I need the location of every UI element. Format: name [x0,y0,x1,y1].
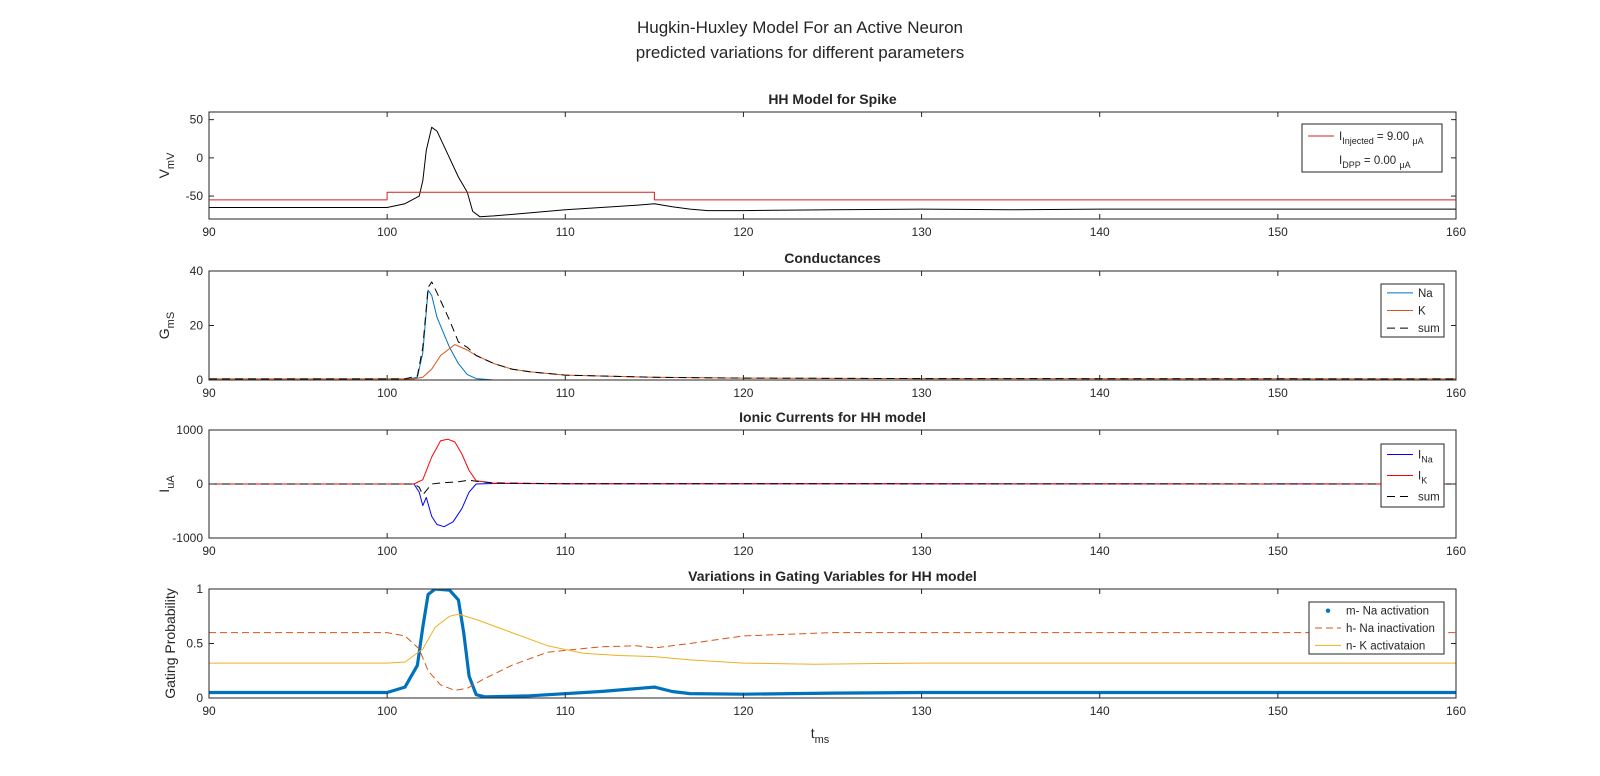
x-tick-label: 160 [1446,225,1466,239]
x-tick-label: 110 [556,544,575,558]
y-tick-label: -1000 [172,531,203,545]
legend-label-1: IK [1418,471,1427,486]
x-tick-label: 150 [1268,386,1288,400]
x-tick-label: 160 [1446,544,1466,558]
figure-title-line2: predicted variations for different param… [636,43,965,62]
axes-box [208,270,1457,381]
subplot-1: 90 100 110 120 130 140 150 160 -50 0 50 HH Model fo… [156,91,1466,239]
y-tick-label: 50 [190,113,204,127]
x-tick-label: 90 [202,544,216,558]
y-tick-label: 40 [190,264,204,278]
x-tick-label: 130 [912,544,932,558]
y-axis-label: IuA [156,475,177,493]
y-axis-label: Gating Probability [162,588,178,699]
series-line-ina [209,483,1456,528]
x-tick-label: 150 [1268,704,1288,718]
series-line-sum [209,281,1456,380]
x-tick-label: 90 [202,225,216,239]
y-tick-label: 0 [196,477,203,491]
figure-title-line1: Hugkin-Huxley Model For an Active Neuron [637,18,963,37]
series-line-n [209,613,1456,665]
legend-label-0: m- Na activation [1346,606,1429,618]
legend-label-2: sum [1418,323,1440,335]
x-tick-label: 110 [556,386,575,400]
x-tick-label: 120 [733,225,753,239]
x-tick-label: 110 [556,704,575,718]
x-tick-label: 150 [1268,225,1288,239]
y-tick-label: 0 [196,373,203,387]
series-line-k [209,344,1456,380]
series-line-h [209,632,1456,691]
y-tick-label: -50 [186,189,204,203]
y-axis-label: GmS [156,312,177,339]
x-tick-label: 90 [202,386,216,400]
x-tick-label: 140 [1090,704,1110,718]
legend-marker-0 [1325,608,1331,613]
axes-box [208,111,1457,220]
legend-label-1: IDPP = 0.00 μA [1339,155,1411,170]
x-tick-label: 90 [202,704,216,718]
x-tick-label: 100 [377,225,397,239]
subplot-title: Variations in Gating Variables for HH mo… [688,568,977,584]
x-tick-label: 150 [1268,544,1288,558]
legend-label-1: h- Na inactivation [1346,623,1435,635]
subplot-title: HH Model for Spike [768,91,897,107]
x-tick-label: 120 [733,704,753,718]
series-line-na [209,289,1456,380]
legend: INa IK sum [1380,443,1445,508]
series-line-ik [209,438,1456,485]
x-axis-label: tms [811,725,830,746]
series-group [209,281,1456,380]
x-tick-label: 140 [1090,544,1110,558]
y-tick-label: 20 [190,319,204,333]
x-tick-label: 120 [733,386,753,400]
series-group [209,589,1456,698]
y-axis-label: VmV [156,152,177,179]
x-tick-label: 130 [912,225,932,239]
x-tick-label: 100 [377,704,397,718]
x-tick-label: 100 [377,386,397,400]
legend-label-0: IInjected = 9.00 μA [1339,131,1424,146]
subplot-title: Conductances [784,250,881,266]
subplot-4: 90 100 110 120 130 140 150 160 0 0.5 1 Variations i… [162,568,1466,718]
series-group [209,126,1456,218]
subplot-3: 90 100 110 120 130 140 150 160 -1000 0 1000 Ionic C… [156,409,1466,558]
x-tick-label: 160 [1446,704,1466,718]
series-line-vm [209,126,1456,218]
legend: m- Na activation h- Na inactivation n- K a… [1308,601,1445,655]
x-tick-label: 120 [733,544,753,558]
y-tick-label: 0.5 [186,637,203,651]
legend: IInjected = 9.00 μA IDPP = 0.00 μA [1301,123,1443,173]
y-tick-label: 0 [196,151,203,165]
x-tick-label: 100 [377,544,397,558]
subplot-2: 90 100 110 120 130 140 150 160 0 20 40 Conductances… [156,250,1466,400]
y-tick-label: 0 [196,691,203,705]
legend-label-1: K [1418,306,1426,318]
legend-box [1301,123,1443,173]
legend-label-2: sum [1418,492,1440,504]
subplot-title: Ionic Currents for HH model [739,409,926,425]
legend-label-0: Na [1418,288,1433,300]
legend-label-0: INa [1418,450,1433,465]
x-tick-label: 140 [1090,386,1110,400]
axes-box [208,588,1457,699]
x-tick-label: 160 [1446,386,1466,400]
series-line-m [209,589,1456,698]
y-tick-label: 1 [196,582,203,596]
series-line-isum [209,479,1456,496]
x-tick-label: 110 [556,225,575,239]
series-group [209,438,1456,528]
x-tick-label: 140 [1090,225,1110,239]
y-tick-label: 1000 [176,423,203,437]
x-tick-label: 130 [912,704,932,718]
x-tick-label: 130 [912,386,932,400]
legend-label-2: n- K activataion [1346,640,1425,652]
series-line-iinj [209,191,1456,201]
